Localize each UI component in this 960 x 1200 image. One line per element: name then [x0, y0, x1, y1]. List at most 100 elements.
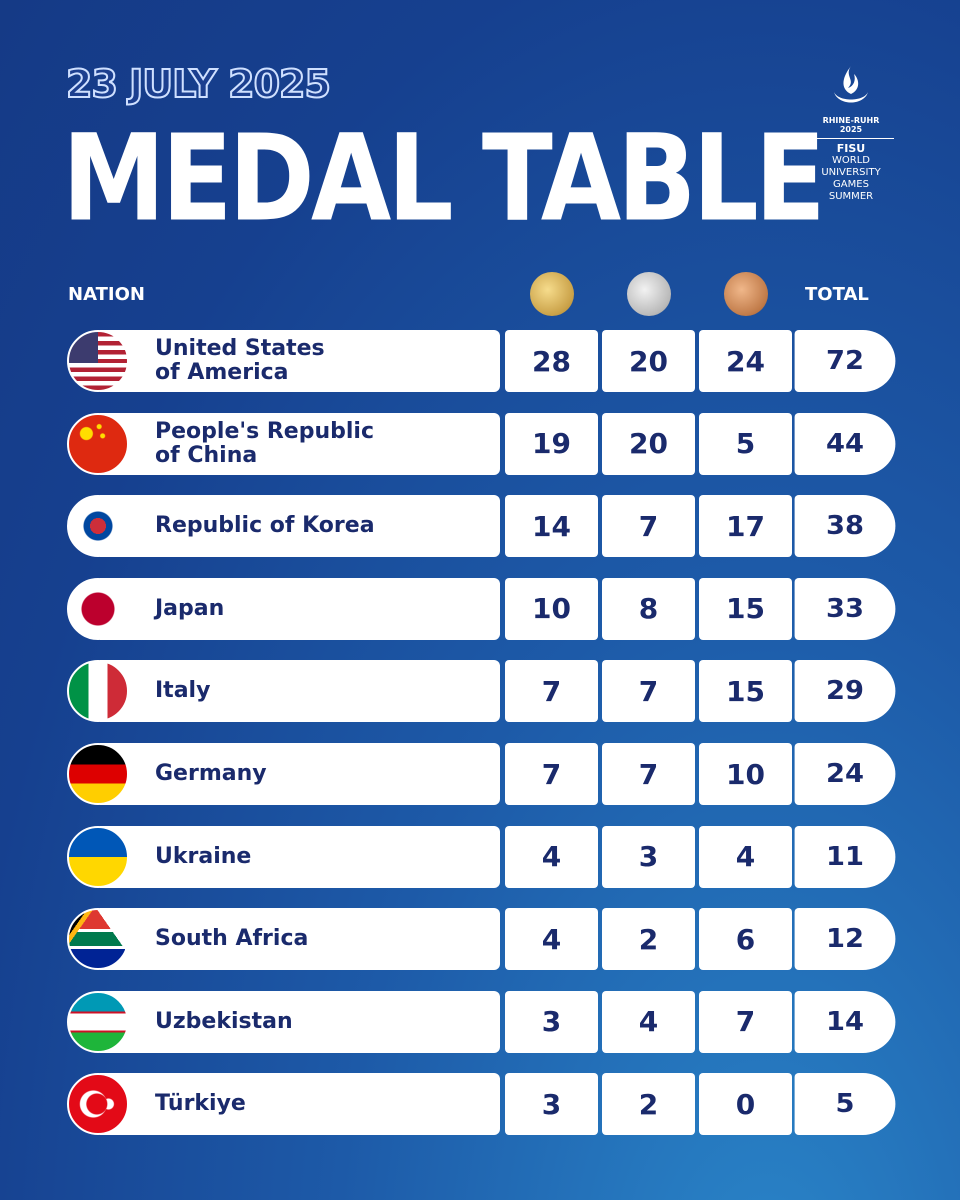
logo-line: WORLD — [832, 155, 870, 166]
nation-name: Uzbekistan — [155, 991, 293, 1053]
nation-name-line: South Africa — [155, 926, 309, 952]
silver-icon — [627, 272, 671, 316]
header-nation: NATION — [68, 284, 145, 305]
medal-row: Italy 7 7 15 29 — [0, 660, 960, 723]
nation-name-line: of America — [155, 360, 289, 385]
flag — [67, 577, 129, 640]
bronze-count: 5 — [699, 412, 792, 475]
medal-row: United States of America 28 20 24 72 — [0, 330, 960, 392]
bronze-count: 15 — [699, 577, 792, 640]
flag — [67, 330, 129, 392]
nation-name: Ukraine — [155, 826, 251, 888]
gold-count: 28 — [505, 330, 598, 392]
silver-count: 7 — [602, 495, 695, 558]
gold-count: 10 — [505, 577, 598, 640]
flag — [67, 908, 129, 971]
name-box — [100, 990, 500, 1053]
total-count: 24 — [794, 743, 896, 805]
flag — [67, 743, 129, 805]
bronze-icon — [724, 272, 768, 316]
total-count: 14 — [794, 990, 896, 1053]
name-box — [100, 495, 500, 558]
bronze-count: 0 — [699, 1073, 792, 1136]
nation-name-line: Uzbekistan — [155, 1008, 293, 1034]
nation-name-line: Japan — [155, 595, 225, 621]
name-box — [100, 577, 500, 640]
date: 23 JULY 2025 — [65, 61, 332, 107]
total-count: 72 — [794, 330, 896, 392]
logo-org: FISU — [836, 142, 866, 155]
nation-name-line: Ukraine — [155, 843, 252, 869]
nation-name: Germany — [155, 743, 267, 805]
silver-count: 7 — [602, 743, 695, 805]
total-count: 29 — [794, 660, 896, 723]
gold-count: 4 — [505, 908, 598, 971]
gold-count: 3 — [505, 990, 598, 1053]
name-box — [100, 908, 500, 971]
total-count: 5 — [794, 1073, 896, 1136]
silver-count: 3 — [602, 825, 695, 888]
flag — [67, 990, 129, 1053]
flag — [67, 825, 129, 888]
medal-row: Japan 10 8 15 33 — [0, 577, 960, 640]
nation-name-line: of China — [155, 442, 258, 468]
bronze-count: 7 — [699, 990, 792, 1053]
flag — [67, 412, 129, 475]
medal-row: Uzbekistan 3 4 7 14 — [0, 990, 960, 1053]
bronze-count: 24 — [699, 330, 792, 392]
nation-name: Italy — [155, 660, 210, 722]
silver-count: 20 — [602, 412, 695, 475]
bronze-count: 10 — [699, 743, 792, 805]
title: MEDAL TABLE — [62, 108, 826, 249]
silver-count: 20 — [602, 330, 695, 392]
silver-count: 7 — [602, 660, 695, 723]
nation-name-line: Türkiye — [155, 1091, 246, 1117]
bronze-count: 4 — [699, 825, 792, 888]
logo-flame — [834, 66, 868, 103]
flag — [67, 495, 129, 558]
name-box — [100, 660, 500, 723]
name-box — [100, 330, 500, 392]
nation-name: Japan — [155, 578, 224, 640]
bronze-count: 15 — [699, 660, 792, 723]
name-box — [100, 1073, 500, 1136]
nation-name: People's Republic of China — [155, 413, 374, 475]
medal-row: South Africa 4 2 6 12 — [0, 908, 960, 971]
nation-name: United States of America — [155, 330, 325, 392]
bronze-count: 6 — [699, 908, 792, 971]
name-box — [100, 412, 500, 475]
logo-line: UNIVERSITY — [821, 167, 881, 178]
nation-name-line: Republic of Korea — [155, 513, 375, 539]
medal-row: Türkiye 3 2 0 5 — [0, 1073, 960, 1136]
nation-name: Türkiye — [155, 1073, 246, 1135]
silver-count: 2 — [602, 1073, 695, 1136]
total-count: 33 — [794, 577, 896, 640]
logo-line: GAMES — [833, 179, 869, 190]
header-total: TOTAL — [805, 284, 869, 305]
gold-count: 14 — [505, 495, 598, 558]
nation-name-line: United States — [155, 336, 325, 361]
name-box — [100, 743, 500, 805]
bronze-count: 17 — [699, 495, 792, 558]
silver-count: 4 — [602, 990, 695, 1053]
silver-count: 2 — [602, 908, 695, 971]
flag — [67, 1073, 129, 1136]
medal-row: Republic of Korea 14 7 17 38 — [0, 495, 960, 558]
medal-row: People's Republic of China 19 20 5 44 — [0, 412, 960, 475]
medal-row: Ukraine 4 3 4 11 — [0, 825, 960, 888]
logo-year: 2025 — [808, 125, 894, 139]
logo-event: RHINE-RUHR — [822, 116, 880, 125]
total-count: 11 — [794, 825, 896, 888]
gold-count: 4 — [505, 825, 598, 888]
gold-icon — [530, 272, 574, 316]
nation-name: Republic of Korea — [155, 495, 375, 557]
nation-name: South Africa — [155, 908, 308, 970]
gold-count: 19 — [505, 412, 598, 475]
logo-lines: WORLD UNIVERSITY GAMES SUMMER — [808, 155, 894, 203]
total-count: 38 — [794, 495, 896, 558]
gold-count: 7 — [505, 660, 598, 723]
logo-line: SUMMER — [828, 191, 874, 202]
nation-name-line: Italy — [155, 678, 211, 704]
total-count: 12 — [794, 908, 896, 971]
